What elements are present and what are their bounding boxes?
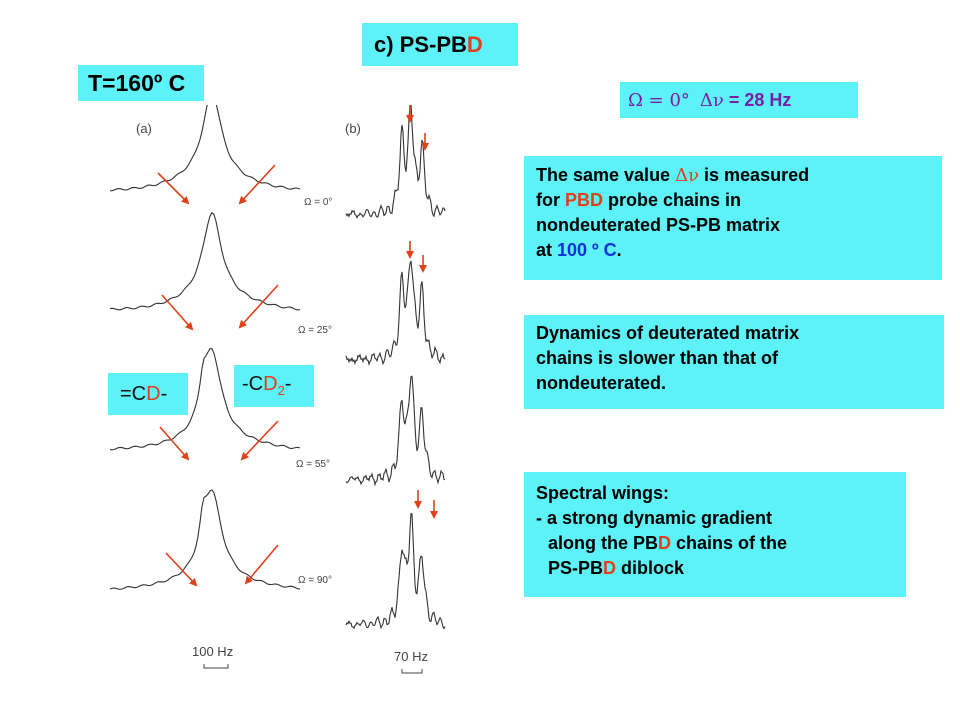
panel-a-spectra — [109, 105, 301, 590]
red-arrow — [165, 552, 198, 587]
spectrum-a-trace — [109, 105, 301, 192]
same-value-note: The same value Δν is measured for PBD pr… — [524, 156, 942, 280]
red-arrow — [157, 172, 190, 205]
panel-b-label: (b) — [345, 121, 361, 136]
red-arrow — [238, 284, 279, 329]
spectral-wings-note: Spectral wings: - a strong dynamic gradi… — [524, 472, 906, 597]
temperature-label: T=160º C — [78, 65, 204, 101]
cd2-group-label: -CD2- — [234, 365, 314, 407]
spectrum-b-trace — [345, 260, 446, 366]
scale-a-bar — [203, 664, 229, 669]
red-arrow — [244, 544, 279, 585]
panel-a-label: (a) — [136, 121, 152, 136]
scale-a-label: 100 Hz — [192, 644, 233, 659]
omega-angle-label: Ω = 25° — [298, 325, 332, 336]
red-arrows — [157, 105, 438, 587]
red-arrow — [238, 164, 276, 205]
spectrum-b-trace — [345, 375, 446, 487]
omega-splitting-label: Ω = 0° Δν = 28 Hz — [620, 82, 858, 118]
red-arrow — [159, 426, 190, 461]
nmr-spectra-figure: (a) (b) Ω = 0° Ω = 25° Ω = 55° Ω = 90° 100 … — [109, 105, 446, 674]
panel-b-spectra — [345, 105, 446, 630]
spectrum-a-trace — [109, 348, 301, 451]
spectrum-a-trace — [109, 489, 301, 590]
red-arrow — [161, 294, 194, 331]
spectrum-a-trace — [109, 211, 301, 311]
spectrum-b-trace — [345, 105, 446, 219]
cd-group-label: =CD- — [108, 373, 188, 415]
scale-b-bar — [401, 669, 423, 674]
omega-angle-label: Ω = 90° — [298, 575, 332, 586]
angle-labels: Ω = 0° Ω = 25° Ω = 55° Ω = 90° — [296, 197, 332, 586]
slide-title: c) PS-PBD — [362, 23, 518, 66]
scale-b-label: 70 Hz — [394, 649, 428, 664]
spectrum-b-trace — [345, 512, 446, 630]
omega-angle-label: Ω = 0° — [304, 197, 332, 208]
dynamics-note: Dynamics of deuterated matrix chains is … — [524, 315, 944, 409]
omega-angle-label: Ω = 55° — [296, 459, 330, 470]
red-arrow — [240, 420, 279, 461]
